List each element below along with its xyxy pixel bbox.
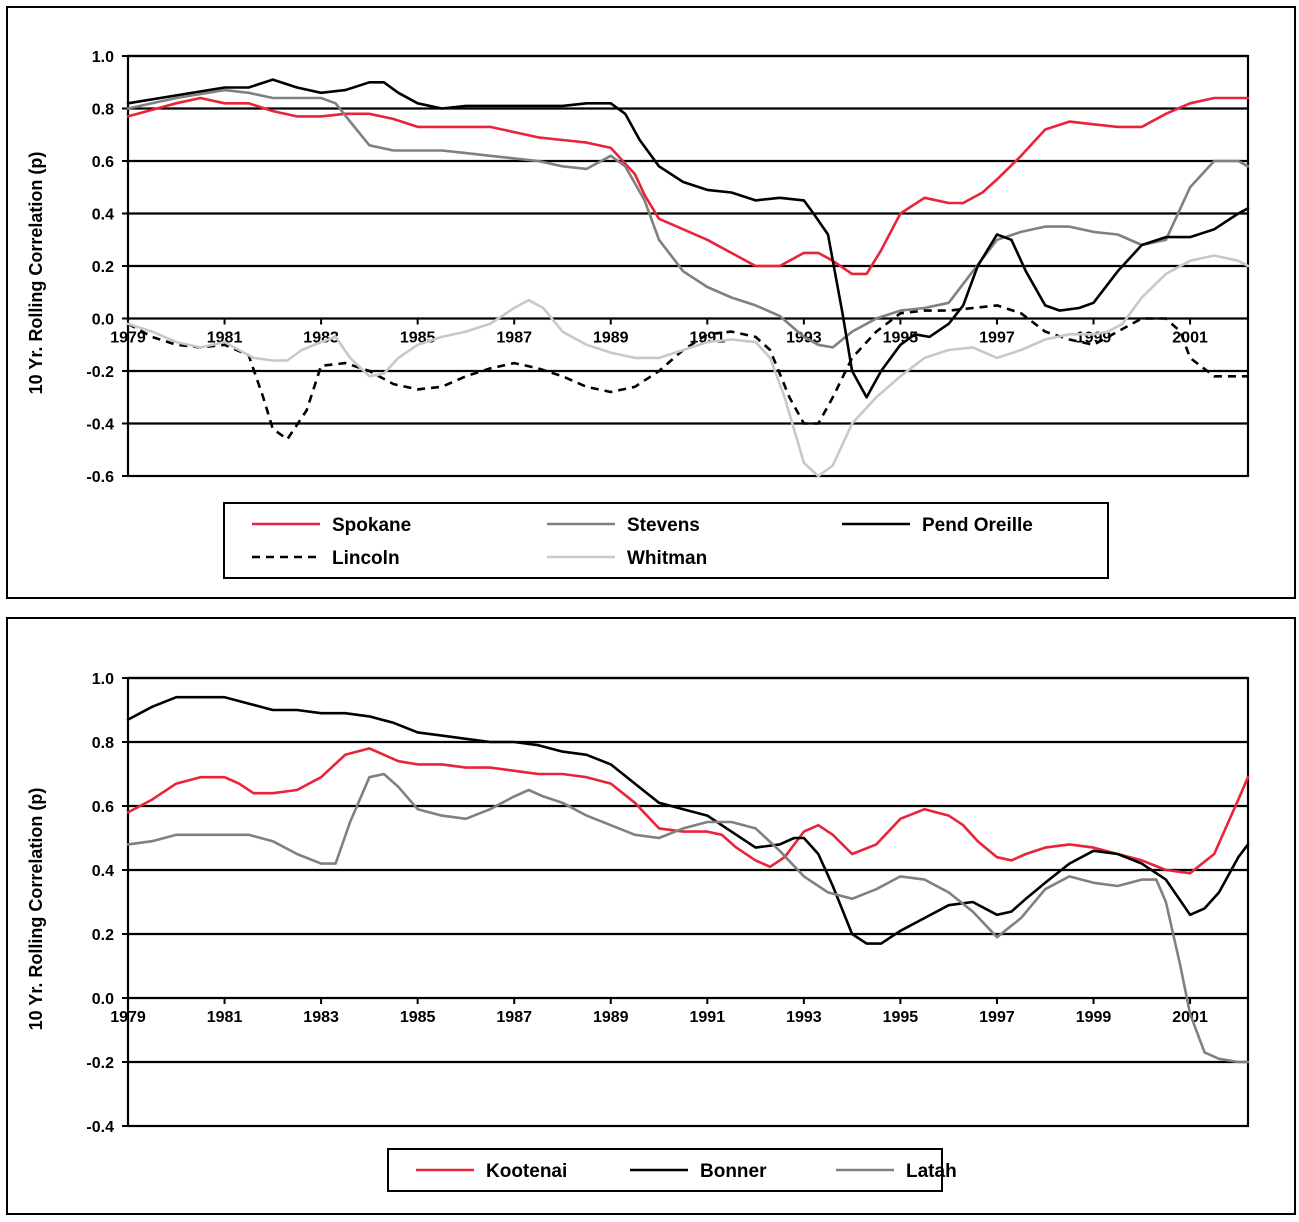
y-tick-label: 0.2 [92,927,114,944]
series-line-bonner [126,695,1250,945]
x-tick-labels: 1979 1981 1983 1985 1987 1989 1991 1993 1995 1997… [110,330,1208,347]
x-tick-label: 1981 [207,330,243,347]
x-tick-label: 1983 [303,330,339,347]
x-tick-label: 2001 [1172,330,1208,347]
legend-label-pend-oreille: Pend Oreille [922,515,1033,536]
y-tick-label: 1.0 [92,49,114,66]
y-tick-label: 0.8 [92,102,114,119]
legend-label-spokane: Spokane [332,515,411,536]
x-tick-label: 1985 [400,1009,436,1026]
x-tick-label: 1981 [207,1009,243,1026]
x-tick-label: 1983 [303,1009,339,1026]
x-tick-label: 1999 [1076,1009,1112,1026]
series-line-latah [126,772,1250,1064]
series-line-spokane [126,96,1250,276]
legend-label-lincoln: Lincoln [332,548,400,569]
x-tick-label: 1987 [496,330,532,347]
y-axis-label: 10 Yr. Rolling Correlation (p) [26,152,46,395]
legend-label-stevens: Stevens [627,515,700,536]
series-line-pend-oreille [126,78,1250,399]
y-tick-label: 0.4 [92,863,114,880]
y-tick-label: 0.0 [92,312,114,329]
legend-box [223,502,1109,579]
series-lines [126,695,1250,1064]
y-tick-label: 0.0 [92,991,114,1008]
chart-panel-top: 10 Yr. Rolling Correlation (p) -0.6 -0.4-… [6,6,1296,599]
y-tick-labels: -0.6 -0.4 -0.2 0.0 0.2 0.4 0.6 0.8 1.0 [86,49,114,486]
x-tick-label: 1993 [786,1009,822,1026]
legend: Spokane Stevens Pend Oreille Lincoln Whitman [223,502,1109,579]
x-tick-label: 1991 [690,1009,726,1026]
series-line-stevens [126,88,1250,349]
y-tick-label: 0.2 [92,259,114,276]
legend-label-kootenai: Kootenai [486,1161,567,1182]
y-tick-label: -0.2 [86,1055,114,1072]
y-tick-label: 0.8 [92,735,114,752]
series-lines [126,78,1250,478]
y-tick-label: -0.4 [86,417,114,434]
x-tick-label: 1987 [496,1009,532,1026]
chart-svg-bottom: 10 Yr. Rolling Correlation (p) -0.4 -0.2 0… [26,671,1250,1192]
x-tick-label: 1979 [110,1009,146,1026]
y-tick-labels: -0.4 -0.2 0.0 0.2 0.4 0.6 0.8 1.0 [86,671,114,1136]
gridlines [122,54,1250,478]
legend-label-whitman: Whitman [627,548,707,569]
plot-area-frame [126,676,1250,1128]
y-tick-label: 0.6 [92,799,114,816]
y-tick-label: -0.4 [86,1119,114,1136]
y-tick-label: 1.0 [92,671,114,688]
y-tick-label: 0.6 [92,154,114,171]
x-tick-label: 1997 [979,330,1015,347]
y-tick-label: -0.2 [86,364,114,381]
x-tick-label: 1989 [593,1009,629,1026]
gridlines [122,676,1250,1128]
x-tick-label: 1989 [593,330,629,347]
legend: Kootenai Bonner Latah [387,1148,957,1192]
chart-svg-top: 10 Yr. Rolling Correlation (p) -0.6-0.4-… [26,49,1250,579]
series-line-kootenai [126,747,1250,875]
x-tick-label: 1997 [979,1009,1015,1026]
y-tick-label: 0.4 [92,207,114,224]
x-tick-labels: 1979 1981 1983 1985 1987 1989 1991 1993 1995 1997… [110,1009,1208,1026]
chart-panel-bottom: 10 Yr. Rolling Correlation (p) -0.4 -0.2 0… [6,617,1296,1215]
x-tick-label: 1995 [883,330,919,347]
x-tick-label: 1979 [110,330,146,347]
y-axis-label: 10 Yr. Rolling Correlation (p) [26,788,46,1031]
legend-label-bonner: Bonner [700,1161,767,1182]
series-line-lincoln [127,304,1248,441]
series-line-whitman [126,254,1250,478]
y-tick-label: -0.6 [86,469,114,486]
x-tick-label: 1995 [883,1009,919,1026]
legend-label-latah: Latah [906,1161,957,1182]
